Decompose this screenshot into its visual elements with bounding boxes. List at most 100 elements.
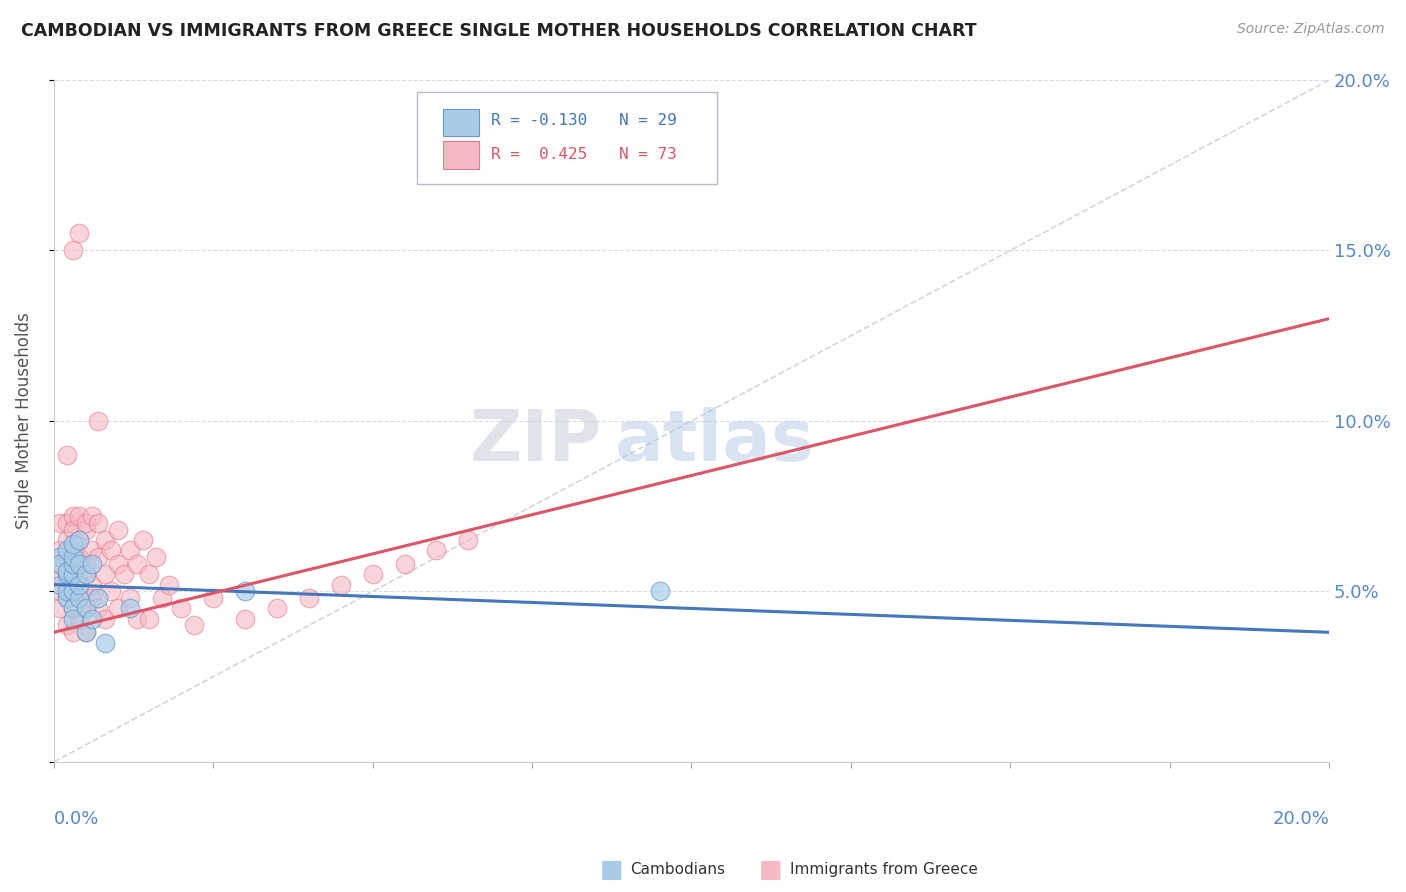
FancyBboxPatch shape <box>418 92 717 184</box>
Point <box>55 448 77 462</box>
Point <box>62 584 84 599</box>
Point <box>94 533 117 548</box>
Point <box>138 567 160 582</box>
Point <box>55 533 77 548</box>
Point <box>87 550 110 565</box>
Text: N = 73: N = 73 <box>619 147 676 161</box>
Point <box>425 543 447 558</box>
Text: Immigrants from Greece: Immigrants from Greece <box>790 863 979 877</box>
Text: 20.0%: 20.0% <box>1272 810 1329 828</box>
Text: 0.0%: 0.0% <box>53 810 100 828</box>
Point <box>62 612 84 626</box>
Point <box>87 414 110 428</box>
Point <box>49 550 72 565</box>
Point <box>62 567 84 582</box>
Point <box>75 567 97 582</box>
Point <box>49 577 72 591</box>
Y-axis label: Single Mother Households: Single Mother Households <box>15 312 32 529</box>
Point <box>49 516 72 531</box>
Point <box>120 543 142 558</box>
Point <box>233 584 256 599</box>
Point <box>87 591 110 606</box>
Point <box>62 523 84 537</box>
Point <box>157 577 180 591</box>
Point <box>145 550 167 565</box>
Point <box>75 523 97 537</box>
Point <box>80 557 103 571</box>
Point <box>55 567 77 582</box>
Point <box>62 543 84 558</box>
Text: CAMBODIAN VS IMMIGRANTS FROM GREECE SINGLE MOTHER HOUSEHOLDS CORRELATION CHART: CAMBODIAN VS IMMIGRANTS FROM GREECE SING… <box>21 22 977 40</box>
Point <box>183 618 205 632</box>
Point <box>62 625 84 640</box>
Point <box>55 567 77 582</box>
Point <box>75 601 97 615</box>
Point <box>80 509 103 524</box>
Point <box>49 557 72 571</box>
Point <box>150 591 173 606</box>
Point <box>298 591 321 606</box>
Point <box>67 227 90 241</box>
Point <box>49 567 72 582</box>
Text: N = 29: N = 29 <box>619 113 676 128</box>
Point <box>55 584 77 599</box>
Point <box>94 612 117 626</box>
Point <box>55 591 77 606</box>
Point <box>62 567 84 582</box>
Point <box>125 557 148 571</box>
Text: R = -0.130: R = -0.130 <box>491 113 588 128</box>
Point <box>394 557 416 571</box>
Point <box>80 577 103 591</box>
Point <box>49 584 72 599</box>
Point <box>55 564 77 578</box>
Text: ■: ■ <box>600 858 623 881</box>
Point <box>55 516 77 531</box>
Point <box>67 591 90 606</box>
Point <box>138 612 160 626</box>
Text: Source: ZipAtlas.com: Source: ZipAtlas.com <box>1237 22 1385 37</box>
Point <box>75 625 97 640</box>
Point <box>62 550 84 565</box>
Point <box>62 584 84 599</box>
Point <box>329 577 352 591</box>
Text: R =  0.425: R = 0.425 <box>491 147 588 161</box>
Point <box>67 533 90 548</box>
Text: ZIP: ZIP <box>470 407 602 475</box>
Point <box>94 567 117 582</box>
Point <box>55 591 77 606</box>
Text: ■: ■ <box>759 858 782 881</box>
Point <box>55 550 77 565</box>
Point <box>202 591 225 606</box>
Point <box>80 591 103 606</box>
Bar <box>443 141 478 169</box>
Point <box>49 543 72 558</box>
Point <box>67 577 90 591</box>
Point <box>233 612 256 626</box>
Point <box>107 557 129 571</box>
Point <box>67 550 90 565</box>
Point <box>55 577 77 591</box>
Point <box>75 516 97 531</box>
Point <box>62 557 84 571</box>
Point <box>107 601 129 615</box>
Point <box>75 625 97 640</box>
Point <box>62 557 84 571</box>
Point <box>67 533 90 548</box>
Point <box>87 601 110 615</box>
Bar <box>443 109 478 136</box>
Point <box>170 601 193 615</box>
Point <box>67 612 90 626</box>
Text: Cambodians: Cambodians <box>630 863 725 877</box>
Point <box>112 567 135 582</box>
Point <box>75 567 97 582</box>
Point <box>457 533 479 548</box>
Point <box>67 591 90 606</box>
Point <box>62 509 84 524</box>
Point <box>80 543 103 558</box>
Point <box>80 612 103 626</box>
Point <box>62 601 84 615</box>
Point <box>266 601 288 615</box>
Point <box>62 601 84 615</box>
Text: atlas: atlas <box>614 407 815 475</box>
Point <box>125 612 148 626</box>
